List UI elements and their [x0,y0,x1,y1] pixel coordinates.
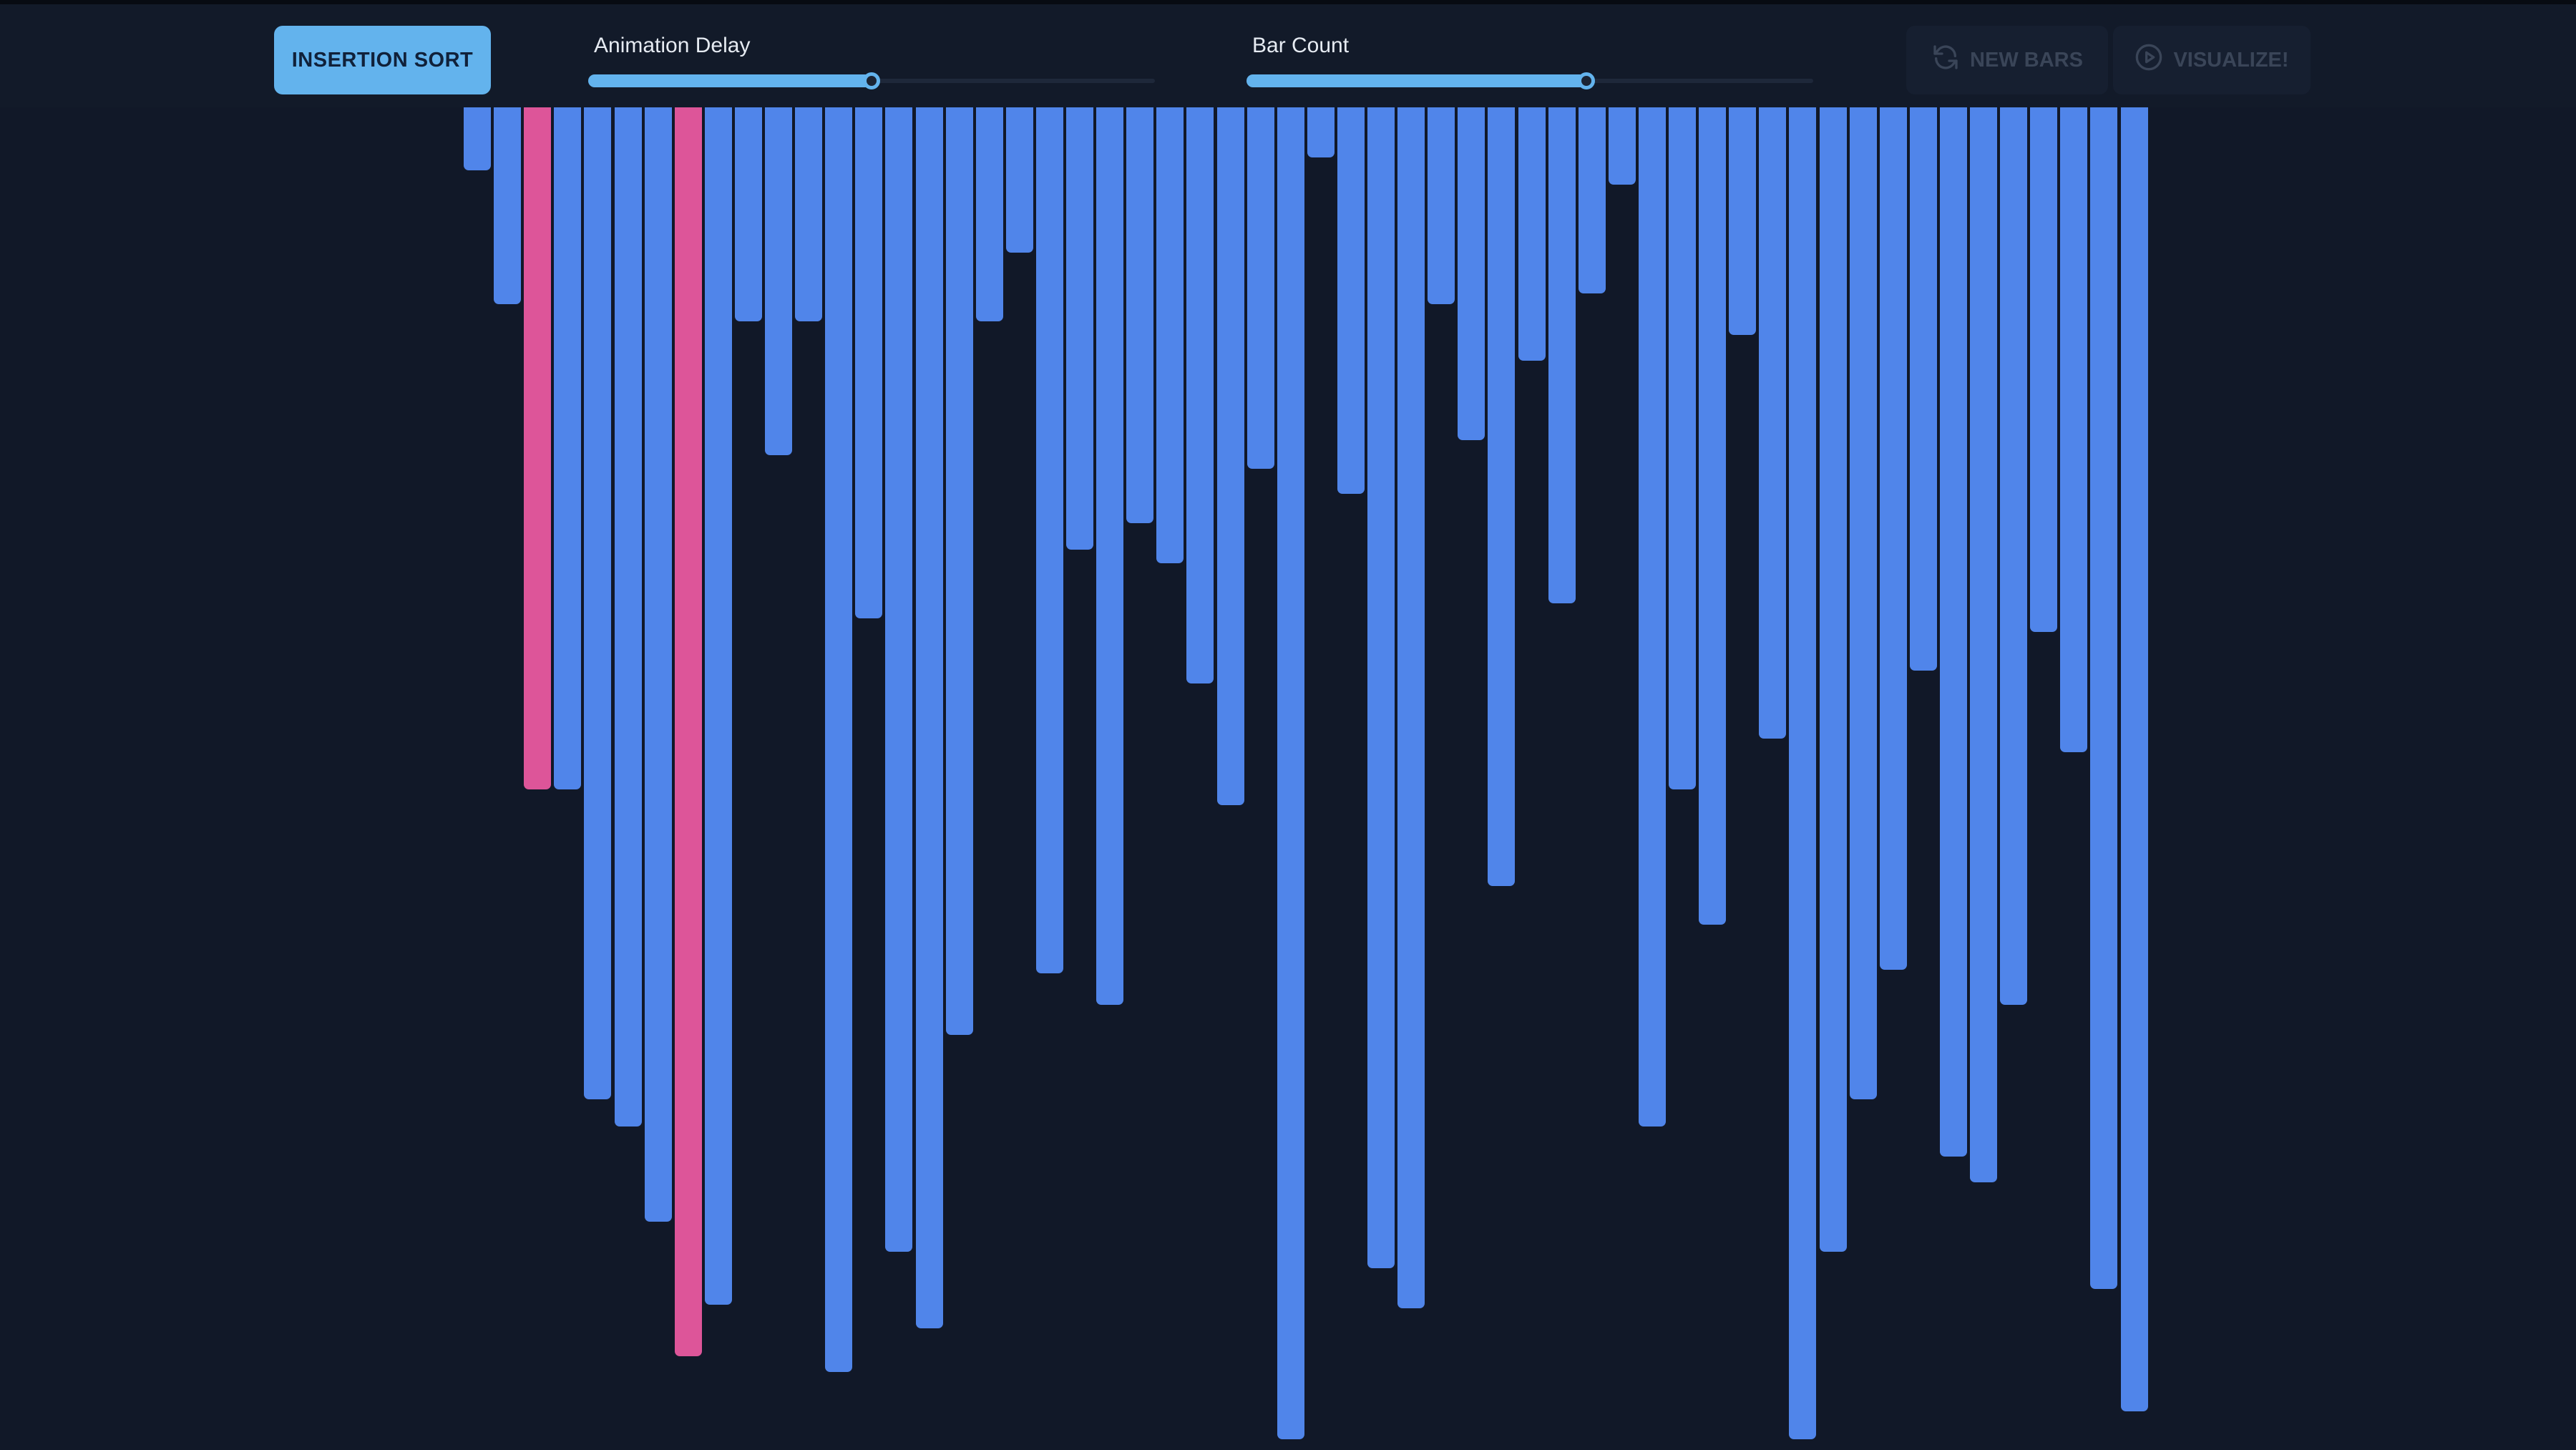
bar [1458,107,1485,440]
bar [855,107,883,618]
bar [2060,107,2088,752]
bar [1849,107,1877,1099]
bar [1488,107,1516,886]
bar-count-slider[interactable]: Bar Count [1246,33,1813,89]
bar [1638,107,1666,1127]
new-bars-button[interactable]: NEW BARS [1906,26,2108,94]
bar [1669,107,1696,789]
bar [1819,107,1847,1252]
animation-delay-thumb[interactable] [863,72,880,89]
bar [734,107,762,321]
new-bars-label: NEW BARS [1970,48,2083,72]
bar [1035,107,1063,973]
bar [885,107,913,1252]
bar [1216,107,1244,805]
bar [1156,107,1184,563]
bar [915,107,943,1328]
bar-count-fill [1246,74,1587,87]
bar-count-label: Bar Count [1252,34,1350,57]
bar [945,107,973,1035]
bar [614,107,642,1127]
bar [644,107,672,1222]
bar [1307,107,1335,157]
bar [1186,107,1214,683]
animation-delay-fill [588,74,872,87]
bar [1608,107,1636,185]
bar [2000,107,2028,1005]
bar [1578,107,1606,293]
bar [1246,107,1274,469]
bar [2030,107,2058,632]
bar [584,107,612,1099]
bar [554,107,582,789]
bar [1005,107,1033,253]
bar [1548,107,1576,603]
bar [1879,107,1907,970]
bar [1699,107,1727,925]
bar [1518,107,1546,361]
bar [1066,107,1093,550]
bar [464,107,491,170]
bar [1367,107,1395,1268]
bar [1277,107,1304,1439]
bar [494,107,522,304]
animation-delay-label: Animation Delay [594,34,751,57]
visualize-button[interactable]: VISUALIZE! [2113,26,2311,94]
bar [1970,107,1997,1182]
bar [1428,107,1455,304]
bar [1096,107,1124,1005]
bar [1939,107,1967,1157]
bar [795,107,823,321]
bar [1909,107,1937,671]
bars-area [0,107,2576,1450]
bar-count-thumb[interactable] [1578,72,1596,89]
bar [2090,107,2118,1289]
bar-active [524,107,552,789]
bar [1337,107,1365,494]
visualize-label: VISUALIZE! [2173,48,2289,72]
bar [1729,107,1757,335]
play-icon [2135,43,2163,77]
bar [1126,107,1154,523]
algorithm-button[interactable]: INSERTION SORT [274,26,491,94]
bar-active [674,107,702,1356]
animation-delay-slider[interactable]: Animation Delay [588,33,1155,89]
toolbar: INSERTION SORT Animation Delay Bar Count [0,0,2576,107]
bar [2120,107,2148,1411]
bar [765,107,792,455]
bar [975,107,1003,321]
bar [825,107,853,1372]
bar [1789,107,1817,1439]
refresh-icon [1931,43,1960,77]
bar [1759,107,1787,739]
bar [704,107,732,1305]
bar [1397,107,1425,1308]
